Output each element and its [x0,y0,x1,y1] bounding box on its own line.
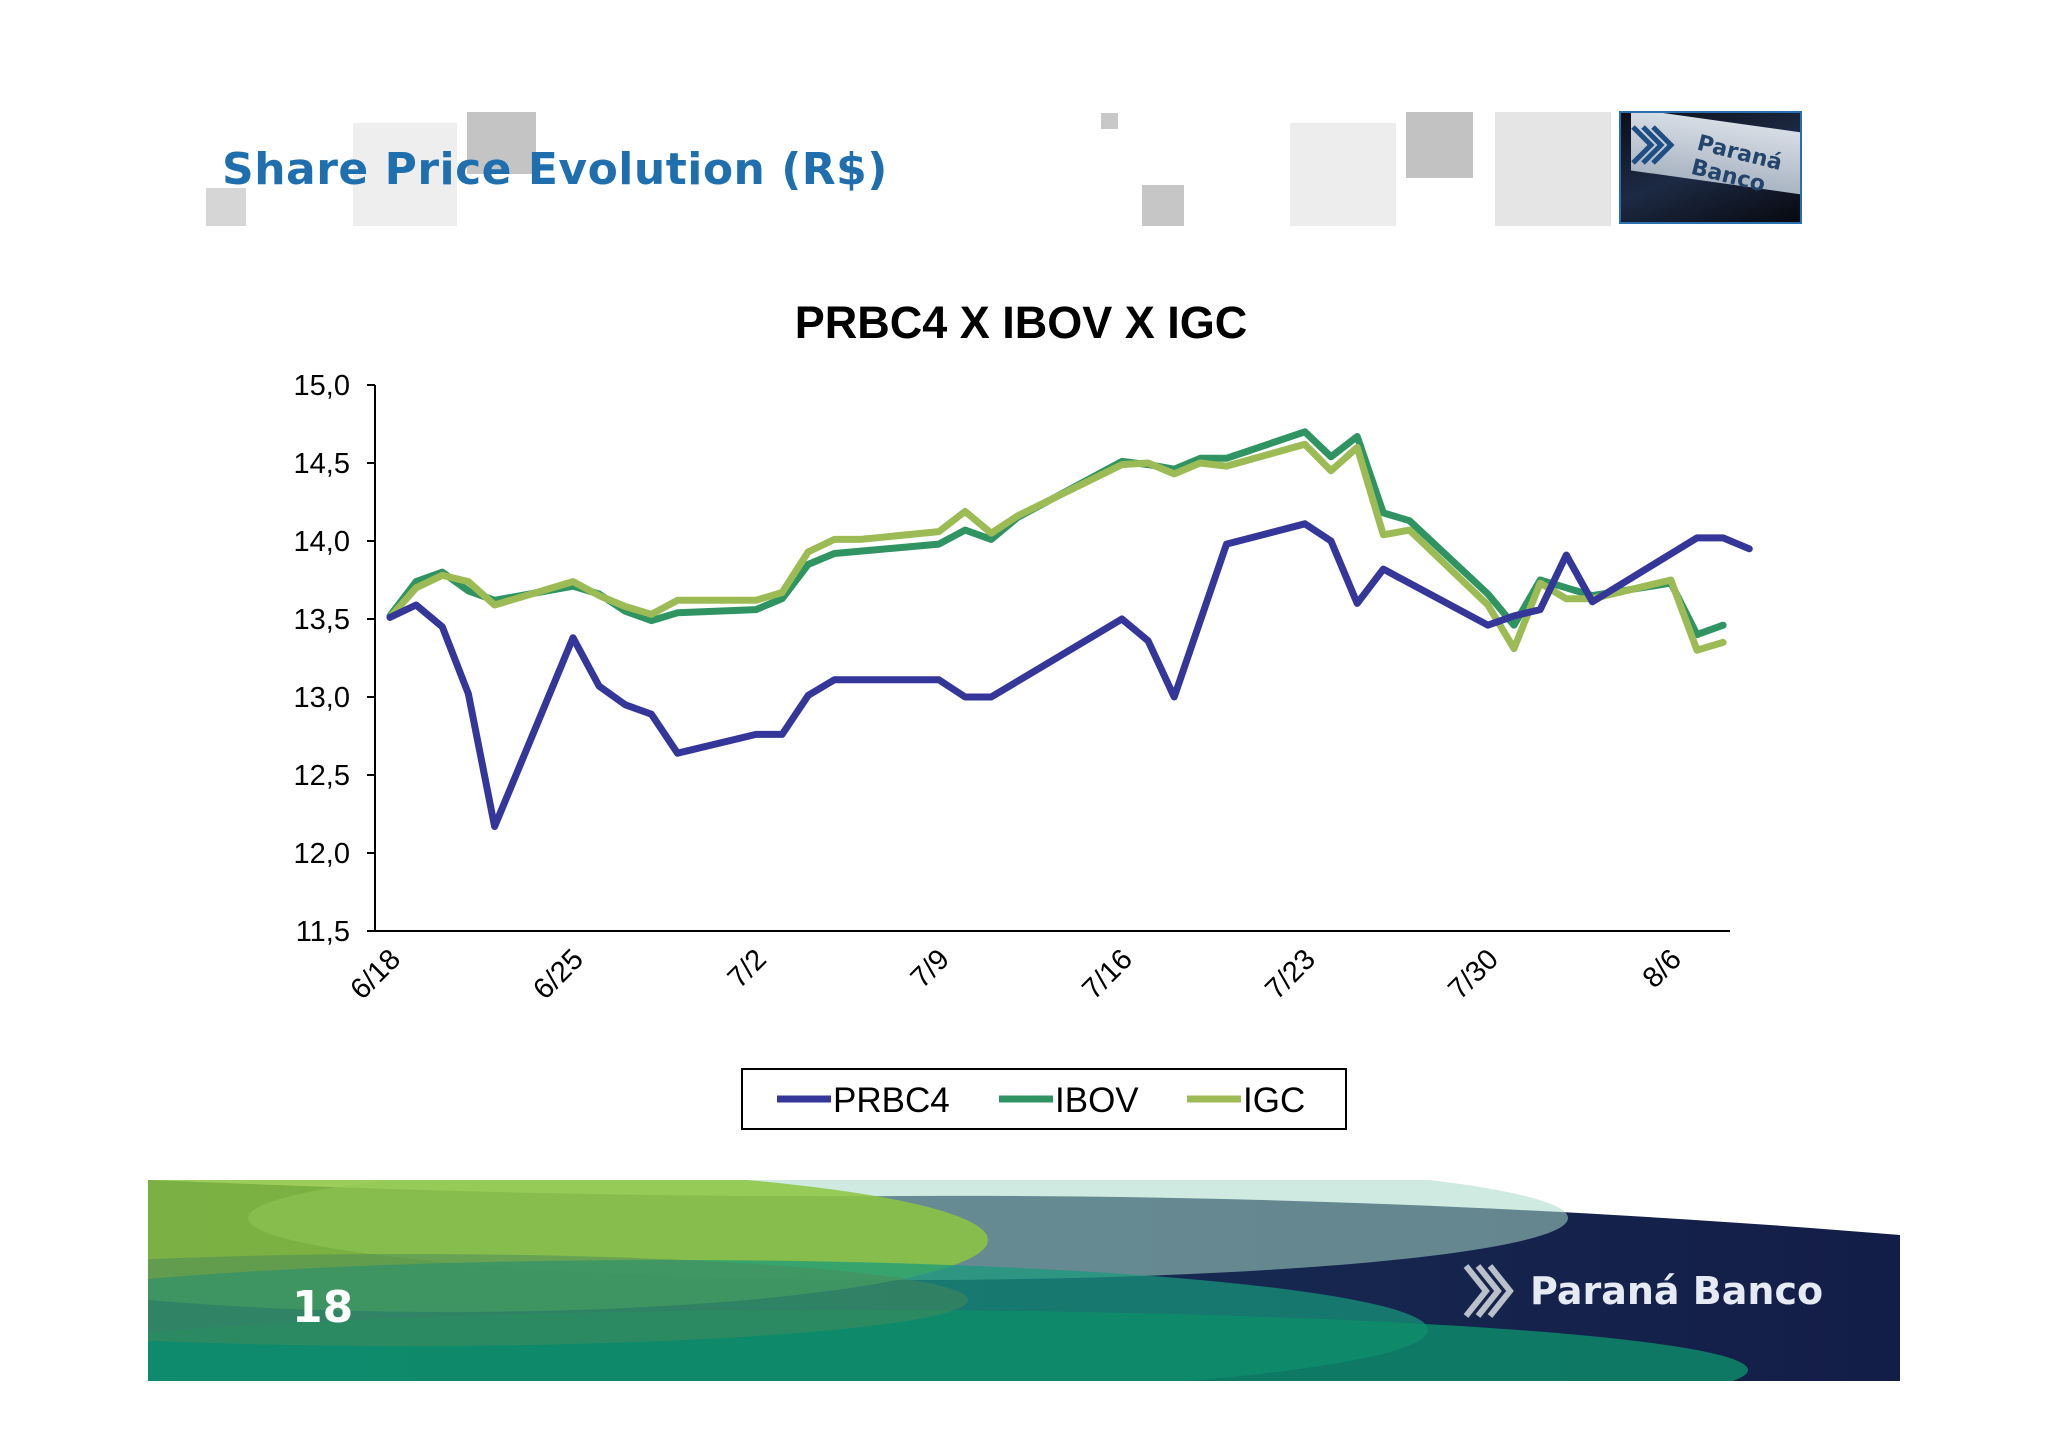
footer-brand: Paraná Banco [1460,1262,1823,1320]
legend-label-igc: IGC [1243,1081,1305,1120]
series-layer [386,428,1753,830]
header-square [1290,123,1396,226]
line-chart: PRBC4 X IBOV X IGC 15,014,514,013,513,01… [294,297,1753,1006]
series-line-prbc4 [386,520,1753,830]
x-tick-label: 6/25 [527,943,590,1006]
building-photo: Paraná Banco [1619,111,1802,224]
y-axis: 15,0 14,5 14,0 13,5 13,0 12,5 12,0 11,5 [294,370,376,948]
x-tick-label: 7/2 [722,943,773,994]
brand-name: Paraná Banco [1530,1269,1824,1313]
header-square [353,123,457,226]
legend-label-prbc4: PRBC4 [833,1081,950,1120]
legend-label-ibov: IBOV [1055,1081,1139,1120]
y-tick-label: 12,5 [294,760,350,792]
series-line-ibov [386,428,1727,639]
y-tick-label: 13,0 [294,682,350,714]
chart-title: PRBC4 X IBOV X IGC [795,297,1248,348]
x-tick-label: 7/23 [1259,943,1322,1006]
x-tick-label: 7/30 [1442,943,1505,1006]
header-square [1406,112,1473,178]
x-tick-label: 7/9 [905,943,956,994]
y-tick-label: 11,5 [296,916,350,948]
y-tick-label: 15,0 [294,370,350,402]
header-square [206,188,246,226]
header-square [467,112,536,174]
slide-title: Share Price Evolution (R$) [222,144,888,195]
header-square [1142,185,1184,226]
y-tick-label: 14,0 [294,526,350,558]
series-line-igc [386,440,1727,654]
parana-logo-icon [1631,125,1675,165]
x-tick-label: 8/6 [1637,943,1688,994]
x-axis: 6/18 6/25 7/2 7/9 7/16 7/23 7/30 8/6 [344,930,1730,1006]
page-number: 18 [292,1282,354,1333]
parana-banco-logo-icon [1463,1264,1514,1318]
x-tick-label: 7/16 [1076,943,1139,1006]
footer-banner [148,1180,1900,1381]
header-square [1101,113,1118,129]
footer-swoosh [148,1180,1900,1381]
y-tick-label: 12,0 [294,838,350,870]
y-tick-label: 13,5 [294,604,350,636]
x-tick-label: 6/18 [344,943,407,1006]
header-square [1495,112,1611,226]
chart-legend: PRBC4 IBOV IGC [741,1068,1347,1130]
y-tick-label: 14,5 [294,448,350,480]
